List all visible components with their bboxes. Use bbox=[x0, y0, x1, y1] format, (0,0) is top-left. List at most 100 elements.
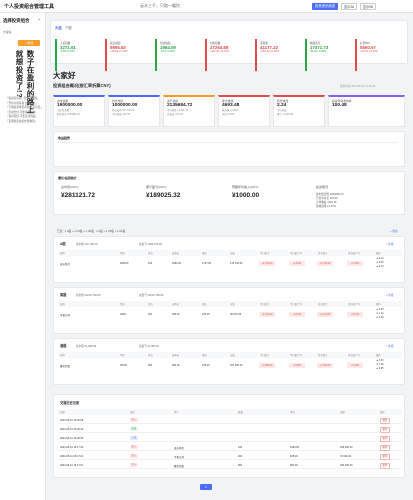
log-type-tag: 入金 bbox=[130, 436, 138, 440]
close-icon[interactable]: × bbox=[38, 17, 41, 22]
pnl-pill: +2,700.00 bbox=[317, 261, 333, 266]
index-name: 深证成指 bbox=[110, 42, 121, 45]
group-col-header: 成本价 bbox=[172, 303, 180, 306]
log-qty: 200 bbox=[238, 455, 243, 458]
log-type-tag: 买入 bbox=[130, 454, 138, 458]
summary-card: 投资年化收益率 100.48 bbox=[328, 95, 405, 127]
pnl-pill: +1,470.00 bbox=[259, 312, 275, 317]
group-add-button[interactable]: + 新增 bbox=[386, 345, 394, 348]
group-col-header: 成本价 bbox=[172, 252, 180, 255]
group-col-header: 名称 bbox=[60, 303, 65, 306]
index-card[interactable]: 上证指数 3271.61 -9.56 -0.29% bbox=[55, 39, 93, 71]
pnl-pill: +1,470.00 bbox=[317, 312, 333, 317]
pnl-pill: +3.97% bbox=[347, 312, 363, 317]
index-card[interactable]: 恒生指数 27264.88 +212.51 +0.79% bbox=[205, 39, 243, 71]
index-card[interactable]: 创业板指 1984.09 -9.19 -0.46% bbox=[155, 39, 193, 71]
group-cell: 360.00 bbox=[172, 364, 180, 367]
row-action[interactable]: ▼ 1.12 bbox=[376, 313, 384, 315]
show-ali-button[interactable]: 显示Ali bbox=[341, 3, 357, 10]
greeting: 大家好 bbox=[53, 71, 76, 80]
log-delete-button[interactable]: 删除 bbox=[380, 427, 390, 433]
group-cell: 1707.00 bbox=[202, 262, 212, 265]
index-value: 27264.88 bbox=[210, 45, 229, 50]
row-action[interactable]: ▲ 5.03 bbox=[376, 317, 384, 319]
log-asset: 苹果公司 bbox=[174, 456, 185, 459]
group-add-button[interactable]: + 新增 bbox=[386, 294, 394, 297]
group-add-button[interactable]: + 新增 bbox=[386, 243, 394, 246]
group-market-value: 总市值 ¥34,780.00 bbox=[76, 243, 98, 246]
news-button[interactable]: 投资资讯频道 bbox=[312, 3, 338, 10]
show-bit-button[interactable]: 显示Bit bbox=[360, 3, 376, 10]
log-delete-button[interactable]: 删除 bbox=[380, 445, 390, 451]
log-row bbox=[58, 426, 402, 433]
group-cell: 170,700.00 bbox=[230, 262, 243, 265]
card-sub: 持仓成本 187,734.00 bbox=[112, 109, 135, 112]
group-cell: 腾讯控股 bbox=[60, 365, 71, 368]
group-col-header: 今日盈亏 bbox=[260, 354, 270, 357]
sidebar-subtitle: 大家好 bbox=[3, 30, 12, 34]
pnl-pill: +7,600.00 bbox=[317, 363, 333, 368]
log-row bbox=[58, 417, 402, 424]
row-action[interactable]: ▲ 3.03 bbox=[376, 309, 384, 311]
index-card[interactable]: 道琼斯 41177.22 +165.42 +0.40% bbox=[255, 39, 293, 71]
group-cell: 1680.00 bbox=[172, 262, 182, 265]
group-col-header: 持仓盈亏 bbox=[318, 354, 328, 357]
log-col-header: 金额 bbox=[340, 411, 345, 414]
search-banner: 云水三千，只取一瓢饮 bbox=[140, 3, 180, 8]
tab-stocks[interactable]: 个股 bbox=[65, 26, 72, 30]
row-action[interactable]: ▲ 0.73 bbox=[376, 266, 384, 268]
index-card[interactable]: 深证成指 9895.92 +18.32 +0.19% bbox=[105, 39, 143, 71]
log-delete-button[interactable]: 删除 bbox=[380, 418, 390, 424]
add-portfolio-button[interactable]: + 新增 bbox=[18, 40, 40, 46]
card-sub: 累计 +1,921.90 bbox=[277, 113, 294, 116]
group-col-header: 现价 bbox=[202, 354, 207, 357]
group-market-value: 总市值 ¥4234,780.00 bbox=[76, 294, 101, 297]
group-cell: 苹果公司 bbox=[60, 314, 71, 317]
row-action[interactable]: ▼ 5.00 bbox=[376, 262, 384, 264]
index-value: 41177.22 bbox=[260, 45, 279, 50]
row-action[interactable]: ▲ 0.10 bbox=[376, 258, 384, 260]
pnl-pill: +2,700.00 bbox=[259, 261, 275, 266]
index-card[interactable]: 标普500 5560.57 +20.31 +0.37% bbox=[355, 39, 393, 71]
group-pnl: 总盈亏 ¥999,780.00 bbox=[139, 243, 162, 246]
tips-list: 『投资有风险，理财需谨慎』 『坚持价值投资 长期持有』 『分散投资降低风险 不可… bbox=[6, 97, 43, 125]
index-change: +165.42 +0.40% bbox=[260, 50, 280, 53]
trend-chart-panel: 收益趋势 bbox=[53, 131, 405, 167]
card-value: 2135684.72 bbox=[167, 103, 193, 108]
group-col-header: 操作 bbox=[376, 252, 381, 255]
card-label: 持仓市值 bbox=[112, 99, 124, 103]
group-col-header: 今日盈亏% bbox=[290, 303, 302, 306]
log-delete-button[interactable]: 删除 bbox=[380, 454, 390, 460]
log-delete-button[interactable]: 删除 bbox=[380, 463, 390, 469]
log-delete-button[interactable]: 删除 bbox=[380, 436, 390, 442]
group-col-header: 持仓 bbox=[148, 354, 153, 357]
add-holding-button[interactable]: + 添加 bbox=[390, 230, 398, 233]
index-card[interactable]: 纳斯达克 17471.73 -56.03 -0.32% bbox=[305, 39, 343, 71]
row-action[interactable]: ▲ 2.03 bbox=[376, 360, 384, 362]
group-col-header: 持仓盈亏 bbox=[318, 303, 328, 306]
log-amount: 37,000.00 bbox=[340, 455, 352, 458]
trade-log-header bbox=[58, 409, 402, 415]
group-col-header: 代码 bbox=[120, 252, 125, 255]
index-name: 道琼斯 bbox=[260, 42, 268, 45]
group-col-header: 现价 bbox=[202, 252, 207, 255]
card-sub: 今日收益 -28,771 bbox=[112, 113, 131, 116]
pagination-page-1[interactable]: 1 bbox=[200, 484, 212, 490]
index-change: -9.19 -0.46% bbox=[160, 50, 175, 53]
index-value: 3271.61 bbox=[60, 45, 76, 50]
log-col-header: 日期 bbox=[60, 411, 65, 414]
top-bar: 个人投资组合管理工具 云水三千，只取一瓢饮 投资资讯频道 显示Ali 显示Bit bbox=[0, 0, 413, 13]
group-col-header: 现价 bbox=[202, 303, 207, 306]
group-col-header: 市值 bbox=[230, 252, 235, 255]
log-type-tag: 卖出 bbox=[130, 427, 138, 431]
summary-card: 资金总额 1900000.00 已投资金额 剩余资金 1093481.26 bbox=[53, 95, 105, 127]
index-value: 1984.09 bbox=[160, 45, 176, 50]
row-action[interactable]: ▲ 2.65 bbox=[376, 368, 384, 370]
sidebar: 选择投资组合 × 大家好 + 新增 数子在盈利的路上 就想投资了!? 『投资有风… bbox=[0, 13, 46, 500]
tab-market[interactable]: 大盘 bbox=[55, 26, 62, 30]
card-label: 资金总额 bbox=[57, 99, 69, 103]
group-col-header: 持仓盈亏% bbox=[348, 252, 360, 255]
row-action[interactable]: ▼ 1.46 bbox=[376, 364, 384, 366]
group-col-header: 操作 bbox=[376, 354, 381, 357]
card-value: 2.24 bbox=[277, 103, 287, 108]
